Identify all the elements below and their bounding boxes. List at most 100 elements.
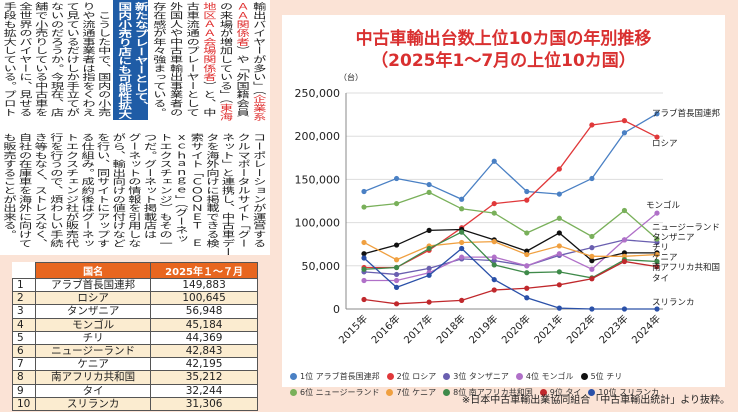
- series-end-label: ケニア: [652, 253, 678, 263]
- article-text: こうした中で、国内の小売: [95, 2, 110, 117]
- series-end-label: アラブ首長国連邦: [652, 108, 721, 119]
- data-point: [524, 285, 530, 291]
- data-point: [621, 237, 628, 243]
- cell-country: チリ: [34, 330, 152, 345]
- data-point: [556, 230, 562, 236]
- data-point: [589, 175, 595, 182]
- legend-marker-icon: [580, 372, 588, 380]
- y-axis-unit: （台）: [339, 72, 363, 82]
- data-point: [393, 257, 400, 263]
- table-row: 9 タイ 32,244: [12, 383, 258, 398]
- legend-label: 10位 スリランカ: [598, 387, 660, 397]
- legend-marker-icon: [515, 372, 523, 380]
- data-point: [589, 245, 595, 251]
- data-point: [556, 305, 562, 311]
- y-tick-label: 250,000: [295, 87, 341, 100]
- article-text: 外国人や中古車輸出事業者の: [166, 2, 182, 117]
- data-point: [491, 277, 497, 283]
- article-bottom: コーポレーションが運営する クルマポータルサイト「グー ネット」と連携し、中古車デー…: [0, 133, 265, 256]
- cell-value: 100,645: [150, 291, 258, 306]
- header-country: 国名: [34, 262, 152, 279]
- article-text: コーポレーションが運営する: [250, 133, 265, 248]
- data-point: [621, 258, 628, 265]
- data-point: [426, 181, 432, 188]
- cell-rank: 2: [12, 291, 36, 306]
- data-point: [393, 277, 400, 284]
- article-column: つだ。グーネット掲載店は: [140, 133, 156, 250]
- article-column: を行い、同サイトにアップす: [93, 133, 109, 250]
- series-end-label: タンザニア: [652, 233, 695, 243]
- data-point: [556, 191, 562, 197]
- article-text: も販売することが出来る。: [0, 133, 16, 239]
- series-end-label: モンゴル: [646, 200, 681, 211]
- table-row: 6 ニュージーランド 42,843: [12, 343, 258, 359]
- article-column: トエクスチェンジ）もその一: [156, 133, 172, 250]
- data-point: [589, 266, 595, 272]
- data-point: [491, 287, 497, 293]
- series-end-label: 南アフリカ共和国: [652, 262, 720, 273]
- cell-value: 149,883: [150, 277, 258, 293]
- legend-label: 8位 南アフリカ共和国: [453, 387, 533, 397]
- article-column: ｘｃｈａｎｇｅ」（グーネッ: [171, 133, 187, 250]
- data-point: [621, 118, 628, 124]
- data-point: [393, 200, 400, 207]
- data-point: [491, 239, 497, 245]
- cell-rank: 8: [12, 370, 36, 385]
- cell-country: タイ: [34, 383, 152, 398]
- series-end-label: タイ: [652, 274, 669, 284]
- chart-area: 中古車輸出台数上位10カ国の年別推移 （2025年1～7月の上位10カ国） 0 5…: [282, 15, 725, 397]
- article-column: る仕組み。成約後はグーネッ: [78, 133, 93, 250]
- article-column: 外国人や中古車輸出事業者の: [165, 2, 182, 120]
- chart-panel: 中古車輸出台数上位10カ国の年別推移 （2025年1～7月の上位10カ国） 0 5…: [270, 0, 738, 412]
- data-point: [654, 210, 660, 216]
- article-text: ）や「外国籍会員: [233, 46, 249, 117]
- data-point: [654, 236, 660, 242]
- data-point: [491, 262, 497, 268]
- x-tick-label: 2020年: [499, 312, 533, 346]
- legend-marker-icon: [386, 388, 394, 396]
- data-point: [589, 253, 595, 259]
- cell-country: アラブ首長国連邦: [34, 277, 152, 293]
- data-point: [459, 206, 465, 212]
- data-point: [459, 245, 465, 252]
- series-line: [363, 113, 658, 201]
- cell-value: 32,244: [150, 383, 258, 398]
- series-end-label: チリ: [652, 243, 669, 253]
- data-point: [393, 301, 400, 307]
- article-text: トエクスチェンジ）もその一: [156, 133, 172, 248]
- data-point: [426, 189, 432, 195]
- data-point: [524, 263, 530, 269]
- headline-line: 国内小売り店にも可能性拡大: [115, 2, 131, 119]
- article-top-left: こうした中で、国内の小売 りや流通事業者は指をくわえ て見ているだけしか手立てが ない…: [0, 2, 111, 120]
- cell-value: 42,195: [150, 357, 258, 372]
- data-point: [556, 251, 562, 257]
- data-point: [621, 207, 628, 214]
- ranking-table-panel: 国名 2025年１～７月 1 アラブ首長国連邦 149,883 2 ロシア 100,645…: [0, 255, 270, 412]
- legend-marker-icon: [443, 372, 451, 380]
- article-text: 全世界のバイヤーに、見せる: [16, 2, 32, 117]
- article-text: 存在感が年々強まっている。: [150, 2, 166, 117]
- cell-country: ニュージーランド: [34, 343, 152, 359]
- cell-rank: 6: [12, 343, 36, 359]
- series-line: [363, 231, 658, 279]
- legend-row: 1位 アラブ首長国連邦 2位 ロシア 3位 タンザニア 4位 モンゴル 5位 チリ: [290, 368, 722, 384]
- data-point: [524, 251, 530, 258]
- article-column: の来場が増加している」（東海: [215, 2, 232, 121]
- data-point: [621, 306, 628, 312]
- article-column: クルマポータルサイト「グー: [234, 133, 249, 250]
- cell-value: 31,306: [150, 396, 258, 411]
- table-row: 7 ケニア 42,195: [12, 357, 258, 372]
- data-point: [621, 130, 628, 136]
- data-point: [361, 251, 367, 257]
- data-point: [426, 227, 432, 233]
- highlighted-text: 東海: [216, 103, 232, 121]
- y-tick-label: 0: [333, 303, 340, 316]
- data-point: [654, 306, 660, 312]
- article-column: 存在感が年々強まっている。: [149, 2, 166, 120]
- x-tick-label: 2022年: [564, 312, 598, 346]
- cell-country: 南アフリカ共和国: [34, 370, 152, 385]
- article-text: て見ているだけしか手立てが: [63, 2, 79, 117]
- cell-country: モンゴル: [34, 317, 152, 332]
- data-point: [491, 158, 497, 164]
- article-text: 古車流通のプレーヤーとして: [183, 2, 199, 117]
